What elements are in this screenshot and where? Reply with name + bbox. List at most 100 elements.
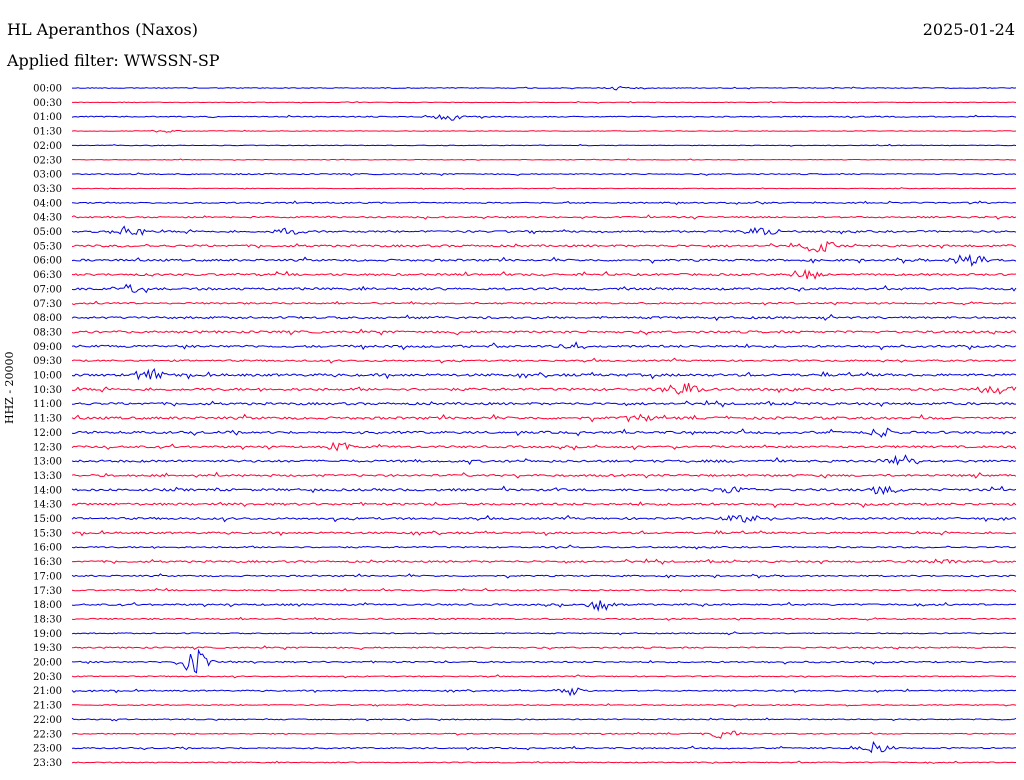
trace-line (71, 687, 1017, 697)
trace-line (71, 740, 1017, 754)
time-tick-label: 03:00 (33, 170, 62, 181)
time-tick-label: 19:00 (33, 629, 62, 640)
time-tick-label: 18:00 (33, 600, 62, 611)
time-tick-label: 11:30 (33, 414, 62, 425)
time-tick-label: 21:30 (33, 701, 62, 712)
time-tick-label: 06:00 (33, 256, 62, 267)
time-tick-label: 02:00 (33, 141, 62, 152)
time-tick-label: 22:30 (33, 729, 62, 740)
time-tick-label: 12:00 (33, 428, 62, 439)
trace-line (71, 674, 1017, 679)
time-tick-label: 06:30 (33, 270, 62, 281)
time-tick-label: 12:30 (33, 442, 62, 453)
trace-line (71, 760, 1016, 765)
time-tick-label: 16:00 (33, 543, 62, 554)
trace-line (71, 573, 1017, 579)
trace-line (71, 413, 1017, 423)
trace-line (71, 645, 1017, 651)
time-tick-label: 22:00 (33, 715, 62, 726)
trace-line (71, 313, 1017, 322)
time-tick-label: 00:30 (33, 98, 62, 109)
time-tick-label: 23:00 (33, 744, 62, 755)
time-tick-label: 07:00 (33, 284, 62, 295)
trace-line (71, 283, 1017, 294)
time-tick-label: 20:00 (33, 658, 62, 669)
trace-line (71, 616, 1017, 621)
trace-line (71, 529, 1017, 537)
time-tick-label: 14:00 (33, 485, 62, 496)
time-tick-label: 05:00 (33, 227, 62, 238)
trace-line (71, 300, 1016, 306)
trace-line (71, 558, 1017, 565)
time-tick-label: 04:30 (33, 213, 62, 224)
trace-line (71, 471, 1017, 479)
time-tick-label: 09:30 (33, 356, 62, 367)
trace-line (71, 441, 1017, 452)
trace-line (71, 367, 1017, 381)
trace-line (71, 501, 1017, 509)
trace-line (71, 225, 1017, 237)
time-tick-label: 08:30 (33, 327, 62, 338)
time-tick-label: 01:30 (33, 127, 62, 138)
trace-line (72, 143, 1017, 147)
trace-line (71, 703, 1017, 708)
time-tick-label: 17:00 (33, 571, 62, 582)
time-tick-label: 21:00 (33, 686, 62, 697)
trace-line (71, 114, 1017, 121)
time-tick-label: 11:00 (33, 399, 62, 410)
time-tick-label: 15:00 (33, 514, 62, 525)
trace-line (71, 730, 1017, 739)
trace-line (71, 214, 1017, 220)
time-tick-label: 03:30 (33, 184, 62, 195)
trace-line (71, 514, 1017, 523)
trace-line (71, 600, 1017, 612)
trace-line (71, 240, 1017, 253)
trace-line (71, 544, 1017, 550)
time-tick-label: 16:30 (33, 557, 62, 568)
trace-line (72, 172, 1017, 176)
trace-line (72, 100, 1017, 104)
time-tick-label: 08:00 (33, 313, 62, 324)
time-tick-label: 10:30 (33, 385, 62, 396)
trace-line (71, 328, 1017, 336)
time-tick-label: 05:30 (33, 241, 62, 252)
trace-line (71, 485, 1017, 496)
time-tick-label: 15:30 (33, 528, 62, 539)
trace-line (71, 648, 1016, 674)
time-tick-label: 00:00 (33, 84, 62, 95)
filter-label: Applied filter: WWSSN-SP (7, 51, 220, 70)
trace-line (71, 341, 1017, 351)
trace-line (71, 717, 1017, 722)
trace-line (71, 454, 1017, 466)
trace-line (71, 253, 1017, 267)
time-tick-label: 04:00 (33, 198, 62, 209)
time-tick-label: 20:30 (33, 672, 62, 683)
time-tick-label: 13:00 (33, 457, 62, 468)
trace-line (71, 158, 1016, 161)
time-tick-label: 17:30 (33, 586, 62, 597)
time-tick-label: 13:30 (33, 471, 62, 482)
time-tick-label: 23:30 (33, 758, 62, 769)
plot-date: 2025-01-24 (922, 20, 1015, 39)
trace-line (71, 427, 1017, 438)
trace-line (71, 399, 1016, 408)
trace-line (72, 86, 1017, 91)
time-tick-label: 02:30 (33, 155, 62, 166)
time-tick-label: 07:30 (33, 299, 62, 310)
trace-line (71, 268, 1017, 280)
time-tick-label: 09:00 (33, 342, 62, 353)
time-tick-label: 10:00 (33, 371, 62, 382)
time-tick-label: 14:30 (33, 500, 62, 511)
trace-line (71, 631, 1017, 636)
trace-line (71, 587, 1017, 593)
station-title: HL Aperanthos (Naxos) (7, 20, 198, 39)
time-tick-label: 18:30 (33, 614, 62, 625)
trace-line (71, 382, 1017, 395)
trace-line (71, 200, 1017, 206)
time-tick-label: 01:00 (33, 112, 62, 123)
trace-line (71, 187, 1017, 190)
trace-line (71, 129, 1017, 133)
time-tick-label: 19:30 (33, 643, 62, 654)
trace-line (71, 357, 1017, 364)
